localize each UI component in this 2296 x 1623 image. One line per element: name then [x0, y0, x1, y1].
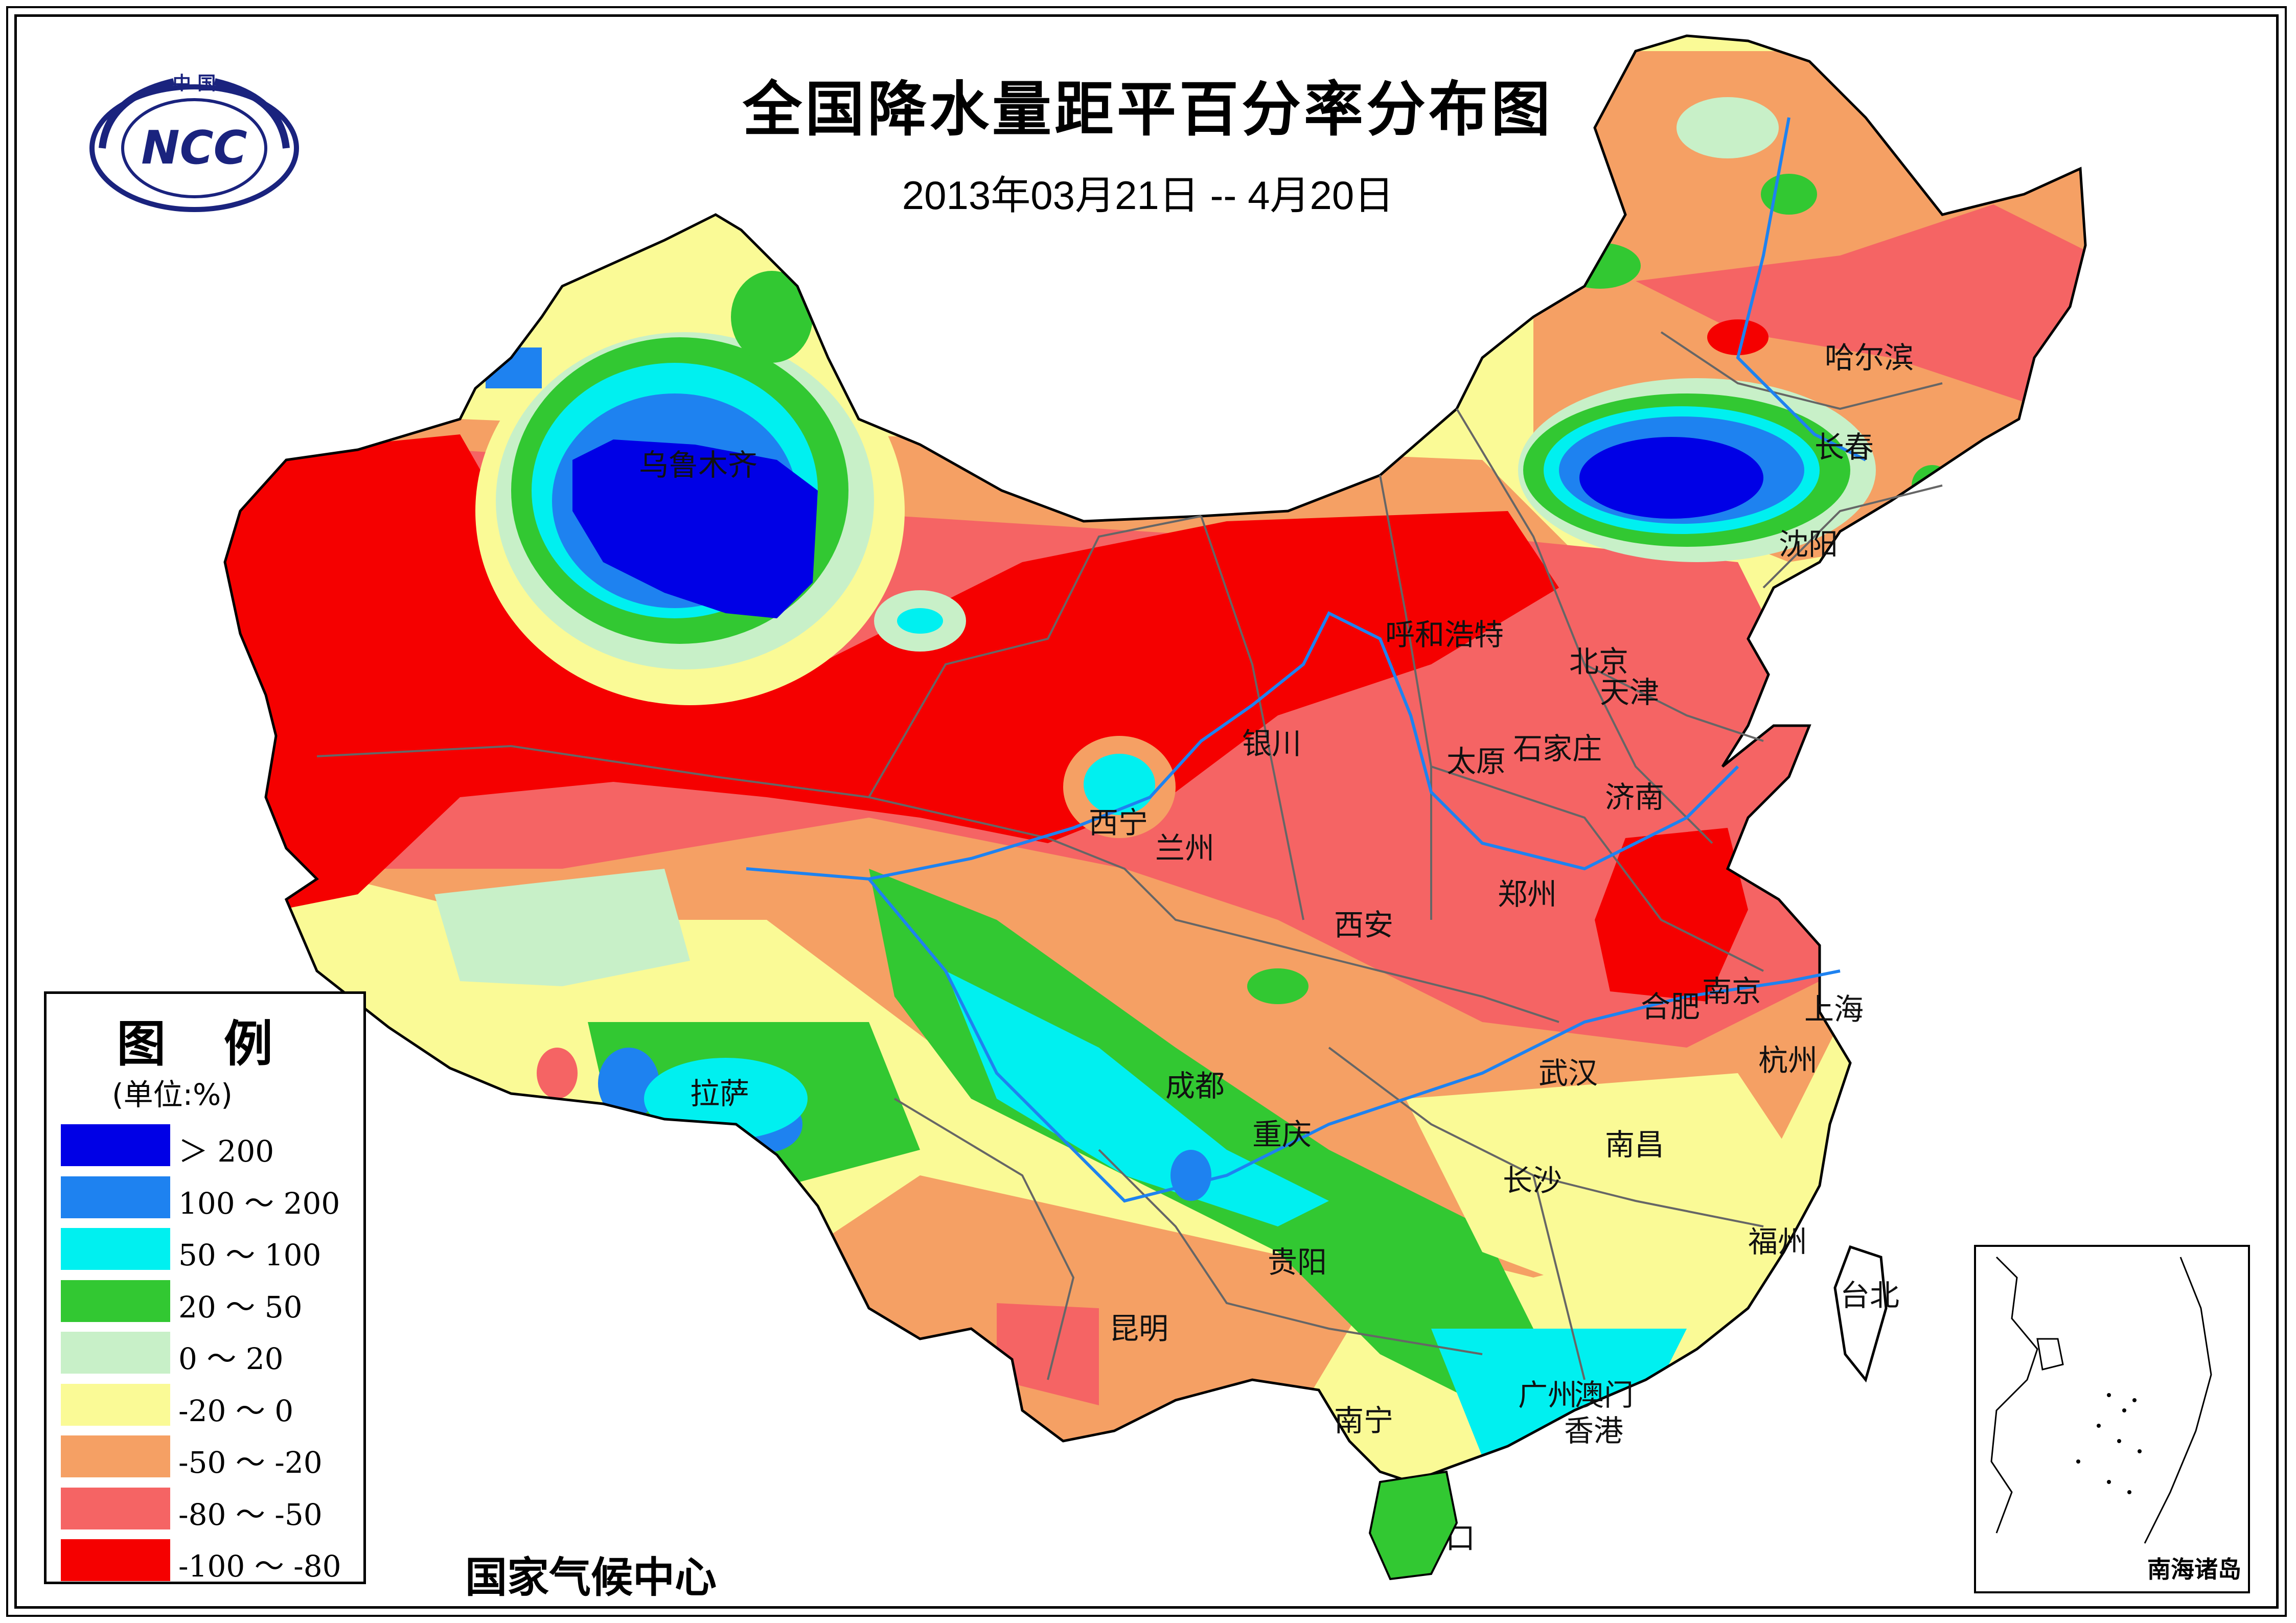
legend-item: 20 ～ 50 — [58, 1280, 364, 1325]
city-harbin: 哈尔滨 — [1825, 340, 1914, 375]
city-lanzhou: 兰州 — [1155, 831, 1214, 866]
legend-label: 0 ～ 20 — [178, 1341, 284, 1376]
city-beijing: 北京 — [1569, 644, 1628, 679]
inner-frame — [14, 14, 2279, 1609]
legend-unit: (单位:%) — [112, 1077, 233, 1112]
legend-item: 100 ～ 200 — [58, 1176, 364, 1221]
legend-swatch — [61, 1228, 170, 1270]
city-shijiazhuang: 石家庄 — [1513, 731, 1602, 766]
china-boundary — [223, 34, 2087, 1483]
taiwan-outline — [1833, 1245, 1888, 1383]
city-taiyuan: 太原 — [1447, 744, 1506, 779]
svg-text:NCC: NCC — [141, 121, 247, 175]
page-title: 全国降水量距平百分率分布图 — [743, 75, 1553, 144]
legend-label: 50 ～ 100 — [178, 1238, 322, 1272]
city-guangzhou: 广州 — [1518, 1378, 1577, 1412]
outer-frame — [6, 6, 2287, 1617]
city-xining: 西宁 — [1089, 805, 1148, 840]
city-nanchang: 南昌 — [1605, 1127, 1664, 1162]
legend-label: -50 ～ -20 — [178, 1445, 323, 1480]
city-fuzhou: 福州 — [1748, 1224, 1807, 1259]
south-china-sea-inset — [1974, 1245, 2250, 1593]
svg-text:中 国: 中 国 — [173, 73, 216, 94]
city-urumqi: 乌鲁木齐 — [639, 448, 757, 482]
city-lhasa: 拉萨 — [690, 1076, 749, 1111]
legend-title: 图 例 — [117, 1015, 293, 1073]
legend-item: -20 ～ 0 — [58, 1383, 364, 1428]
city-changchun: 长春 — [1815, 430, 1874, 465]
ncc-logo: 中 国 NCC — [89, 73, 299, 212]
city-macau: 澳门 — [1574, 1378, 1634, 1412]
city-wuhan: 武汉 — [1539, 1056, 1598, 1091]
legend-item: -50 ～ -20 — [58, 1435, 364, 1480]
legend-swatch — [61, 1383, 170, 1426]
date-range: 2013年03月21日 -- 4月20日 — [902, 173, 1394, 218]
legend-swatch — [61, 1280, 170, 1322]
city-zhengzhou: 郑州 — [1498, 877, 1557, 912]
city-taipei: 台北 — [1840, 1278, 1899, 1313]
legend-item: -80 ～ -50 — [58, 1487, 364, 1532]
legend: 图 例 (单位:%) ＞ 200 100 ～ 200 50 ～ 100 20 ～ 50… — [44, 991, 366, 1584]
city-hongkong: 香港 — [1564, 1413, 1623, 1448]
rivers — [746, 117, 1867, 1203]
legend-label: ＞ 200 — [178, 1134, 274, 1169]
city-changsha: 长沙 — [1503, 1163, 1562, 1198]
province-boundaries — [316, 331, 1943, 1380]
city-yinchuan: 银川 — [1242, 726, 1301, 761]
city-chengdu: 成都 — [1165, 1069, 1225, 1103]
city-nanning: 南宁 — [1334, 1403, 1393, 1438]
city-hohhot: 呼和浩特 — [1385, 617, 1504, 652]
contour-fills — [225, 36, 2085, 1482]
legend-swatch — [61, 1176, 170, 1218]
legend-swatch — [61, 1124, 170, 1166]
hainan-island — [1368, 1470, 1458, 1581]
legend-label: -100 ～ -80 — [178, 1549, 341, 1584]
legend-item: ＞ 200 — [58, 1124, 364, 1169]
legend-swatch — [61, 1435, 170, 1477]
city-hangzhou: 杭州 — [1758, 1043, 1818, 1078]
city-jinan: 济南 — [1605, 780, 1664, 815]
legend-label: 20 ～ 50 — [178, 1289, 303, 1325]
legend-swatch — [61, 1332, 170, 1374]
inset-map — [1990, 1256, 2212, 1544]
city-kunming: 昆明 — [1109, 1311, 1168, 1346]
city-guiyang: 贵阳 — [1268, 1245, 1327, 1280]
legend-swatch — [61, 1539, 170, 1581]
legend-label: 100 ～ 200 — [178, 1186, 340, 1221]
inset-label: 南海诸岛 — [2147, 1556, 2241, 1583]
city-shenyang: 沈阳 — [1779, 527, 1838, 562]
legend-item: 0 ～ 20 — [58, 1332, 364, 1376]
city-nanjing: 南京 — [1702, 974, 1761, 1009]
legend-item: -100 ～ -80 — [58, 1539, 364, 1584]
city-hefei: 合肥 — [1641, 989, 1700, 1024]
city-shanghai: 上海 — [1804, 992, 1864, 1027]
legend-label: -20 ～ 0 — [178, 1393, 294, 1428]
legend-label: -80 ～ -50 — [178, 1497, 323, 1532]
city-chongqing: 重庆 — [1252, 1117, 1312, 1152]
city-labels: 乌鲁木齐 哈尔滨 长春 沈阳 呼和浩特 北京 天津 银川 太原 石家庄 济南 西… — [639, 340, 1914, 1556]
city-tianjin: 天津 — [1600, 675, 1659, 710]
organization-name: 国家气候中心 — [465, 1554, 717, 1602]
legend-item: 50 ～ 100 — [58, 1228, 364, 1272]
legend-swatch — [61, 1487, 170, 1529]
city-xian: 西安 — [1334, 908, 1393, 942]
